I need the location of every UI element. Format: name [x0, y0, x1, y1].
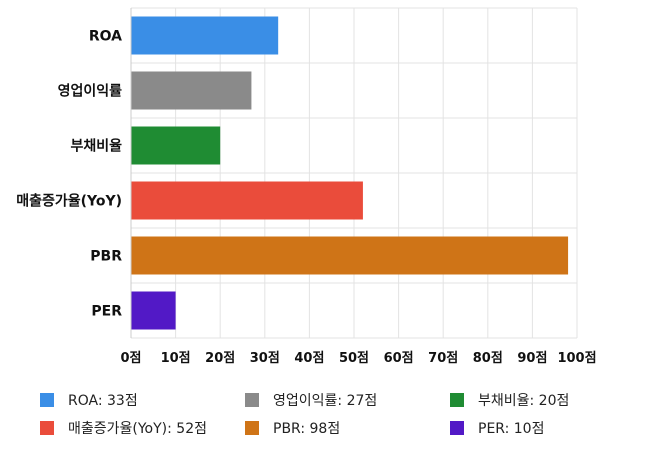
legend-swatch [245, 393, 259, 407]
legend-label: PER: 10점 [478, 421, 545, 437]
bar-0 [131, 16, 279, 55]
x-tick-label: 90점 [517, 351, 547, 366]
legend-label: PBR: 98점 [273, 421, 341, 437]
category-label: PER [91, 304, 122, 320]
legend-item: ROA: 33점 [40, 390, 138, 410]
x-tick-label: 20점 [205, 351, 235, 366]
legend-swatch [450, 393, 464, 407]
bar-2 [131, 126, 221, 165]
x-tick-label: 10점 [161, 351, 191, 366]
category-label: 매출증가율(YoY) [16, 193, 122, 210]
legend-item: 영업이익률: 27점 [245, 390, 377, 410]
x-tick-label: 80점 [473, 351, 503, 366]
bar-5 [131, 291, 176, 330]
category-label: 영업이익률 [58, 83, 123, 100]
category-label: ROA [89, 29, 122, 45]
legend-label: 부채비율: 20점 [478, 393, 570, 409]
legend-item: PER: 10점 [450, 418, 544, 438]
legend-label: ROA: 33점 [68, 393, 138, 409]
legend-item: 매출증가율(YoY): 52점 [40, 418, 207, 438]
category-label: PBR [90, 249, 122, 265]
category-label: 부채비율 [70, 138, 122, 155]
x-tick-label: 50점 [339, 351, 369, 366]
bar-4 [131, 236, 569, 275]
bar-1 [131, 71, 252, 110]
legend-swatch [40, 393, 54, 407]
bar-3 [131, 181, 363, 220]
legend-swatch [40, 421, 54, 435]
x-tick-label: 40점 [294, 351, 324, 366]
x-tick-label: 100점 [557, 351, 596, 366]
legend-label: 매출증가율(YoY): 52점 [68, 421, 207, 437]
x-tick-label: 70점 [428, 351, 458, 366]
legend-item: PBR: 98점 [245, 418, 340, 438]
x-tick-label: 0점 [120, 351, 141, 366]
x-tick-label: 30점 [250, 351, 280, 366]
legend-swatch [450, 421, 464, 435]
legend-swatch [245, 421, 259, 435]
legend-label: 영업이익률: 27점 [273, 393, 378, 409]
legend-item: 부채비율: 20점 [450, 390, 569, 410]
x-tick-label: 60점 [384, 351, 414, 366]
